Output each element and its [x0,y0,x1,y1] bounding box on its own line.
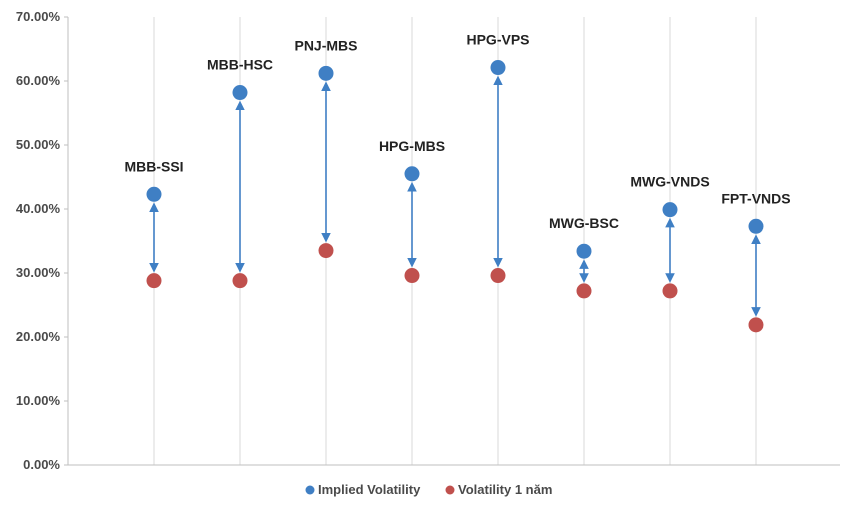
volatility-1-year-point [576,283,592,299]
category-label: MBB-SSI [124,158,183,174]
gridlines [153,17,757,465]
volatility-1-year-point [232,273,248,289]
y-tick-label: 0.00% [23,457,60,472]
category-labels: MBB-SSI MBB-HSC PNJ-MBS HPG-MBS HPG-VPS MWG-B… [124,32,790,232]
legend-marker-historical [445,485,455,495]
y-tick-label: 60.00% [16,73,61,88]
implied-volatility-point [576,243,592,259]
implied-volatility-point [232,85,248,101]
y-tick-label: 50.00% [16,137,61,152]
y-tick-label: 10.00% [16,393,61,408]
category-label: FPT-VNDS [721,190,790,206]
legend-label-implied: Implied Volatility [318,482,421,497]
legend-label-historical: Volatility 1 năm [458,482,552,497]
implied-volatility-point [748,218,764,234]
implied-volatility-point [662,202,678,218]
volatility-1-year-point [318,243,334,259]
data-points [146,60,764,333]
volatility-1-year-point [662,283,678,299]
category-label: HPG-MBS [379,138,445,154]
implied-volatility-point [318,65,334,81]
category-label: HPG-VPS [466,32,529,48]
y-tick-label: 20.00% [16,329,61,344]
implied-volatility-point [404,166,420,182]
volatility-1-year-point [146,273,162,289]
legend-marker-implied [305,485,315,495]
volatility-1-year-point [748,317,764,333]
category-label: MWG-VNDS [630,174,709,190]
y-tick-label: 70.00% [16,9,61,24]
volatility-1-year-point [404,268,420,284]
implied-volatility-point [490,60,506,76]
implied-volatility-point [146,186,162,202]
category-label: PNJ-MBS [294,37,357,53]
axes: 0.00% 10.00% 20.00% 30.00% 40.00% 50.00% 60.00… [16,9,840,472]
legend: Implied Volatility Volatility 1 năm [305,482,552,497]
category-label: MWG-BSC [549,215,619,231]
volatility-1-year-point [490,268,506,284]
y-tick-label: 40.00% [16,201,61,216]
arrows [149,75,761,317]
category-label: MBB-HSC [207,57,273,73]
y-tick-label: 30.00% [16,265,61,280]
